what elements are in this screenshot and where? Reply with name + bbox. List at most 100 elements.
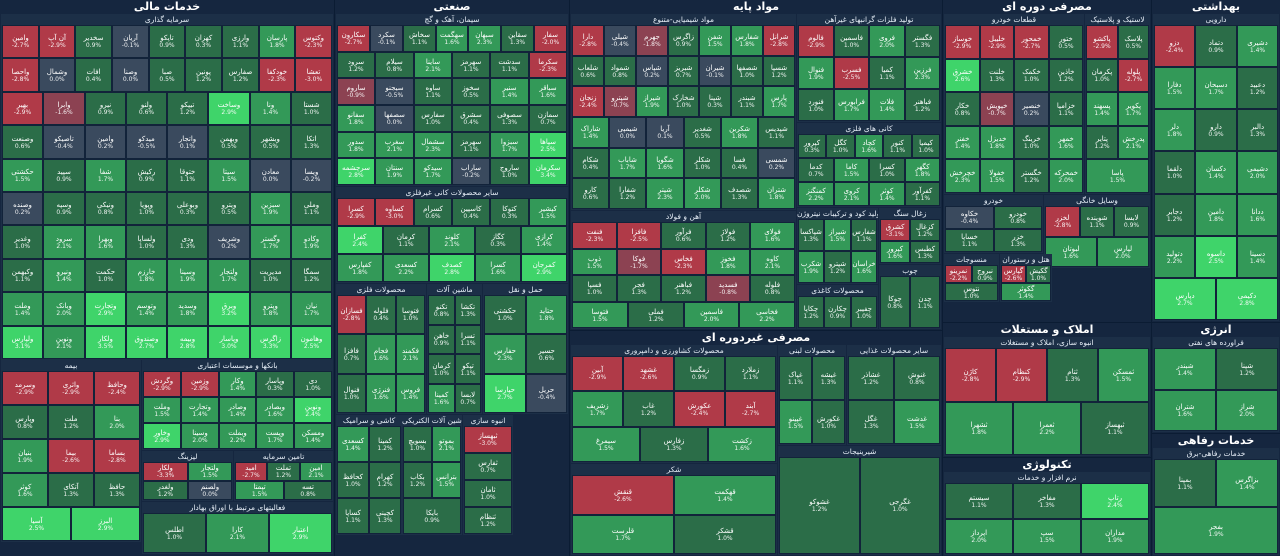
sector-title[interactable]: مصرفی غیردوره ای: [701, 331, 811, 344]
stock-tile[interactable]: ونا 1.4%: [250, 92, 291, 125]
sector-title[interactable]: انرژی: [1200, 323, 1232, 336]
stock-tile[interactable]: غگرجی 1.0%: [860, 457, 940, 554]
stock-tile[interactable]: سرود 2.1%: [43, 225, 85, 259]
stock-tile[interactable]: وصنعت 0.6%: [2, 125, 43, 159]
stock-tile[interactable]: کپرور 1.6%: [880, 241, 910, 263]
stock-tile[interactable]: شخارک 1.0%: [668, 86, 699, 117]
stock-tile[interactable]: سنیر 1.4%: [490, 78, 529, 105]
stock-tile[interactable]: فرآور 0.6%: [661, 222, 706, 249]
industry-group-title[interactable]: مواد شیمیایی-متنوع: [652, 15, 715, 24]
industry-group-title[interactable]: ماشین آلات: [436, 285, 473, 294]
stock-tile[interactable]: خنصیر 0.2%: [1014, 92, 1049, 126]
stock-tile[interactable]: معادن 0.0%: [250, 159, 291, 192]
stock-tile[interactable]: فلوله 0.4%: [366, 295, 396, 334]
stock-tile[interactable]: اپرداز 2.0%: [945, 519, 1013, 554]
stock-tile[interactable]: خودرو 0.8%: [994, 206, 1042, 229]
industry-group-title[interactable]: فعالیتهای مرتبط با اوراق بهادار: [189, 503, 286, 512]
stock-tile[interactable]: سپ 1.5%: [1013, 519, 1081, 554]
stock-tile[interactable]: شمسی 0.2%: [758, 148, 795, 178]
industry-group-title[interactable]: لیزینگ: [177, 452, 198, 461]
stock-tile[interactable]: دالبر 1.3%: [1237, 109, 1278, 151]
stock-tile[interactable]: زاگرس 0.9%: [668, 25, 699, 56]
industry-group-title[interactable]: بیمه: [64, 361, 78, 370]
stock-tile[interactable]: بترانس 1.5%: [432, 462, 461, 498]
stock-tile[interactable]: شسپا 1.2%: [763, 56, 795, 86]
stock-tile[interactable]: وبوعلی 0.3%: [167, 192, 208, 225]
stock-tile[interactable]: تسه 0.8%: [284, 481, 332, 500]
stock-tile[interactable]: ثامان 1.0%: [464, 480, 512, 507]
stock-tile[interactable]: وسینا 1.9%: [167, 259, 208, 292]
stock-tile[interactable]: نیرو 0.9%: [85, 92, 126, 125]
industry-group-title[interactable]: دارویی: [1205, 15, 1227, 24]
stock-tile[interactable]: فاسمین 1.0%: [834, 25, 869, 57]
stock-tile[interactable]: سرود 1.2%: [337, 52, 375, 78]
stock-tile[interactable]: بنیان 1.9%: [2, 439, 48, 473]
stock-tile[interactable]: وشمال 0.0%: [39, 58, 75, 92]
stock-tile[interactable]: وبیمه 2.8%: [167, 326, 208, 359]
stock-tile[interactable]: رتاپ 2.4%: [1081, 483, 1149, 519]
stock-tile[interactable]: وبانک 2.0%: [43, 292, 85, 326]
stock-tile[interactable]: فخاس -2.3%: [661, 249, 706, 275]
stock-tile[interactable]: حکمت 1.0%: [85, 259, 126, 292]
stock-tile[interactable]: سغرب 2.1%: [375, 132, 414, 158]
stock-tile[interactable]: امید -2.7%: [235, 462, 267, 481]
stock-tile[interactable]: شغدیر 0.5%: [684, 117, 721, 148]
stock-tile[interactable]: ونیکی 0.8%: [85, 192, 126, 225]
industry-group-title[interactable]: چوب: [902, 266, 918, 275]
industry-group-title[interactable]: خودرو: [983, 196, 1004, 205]
stock-tile[interactable]: شاراک 1.4%: [572, 117, 609, 148]
stock-tile[interactable]: شکلر 1.0%: [684, 148, 721, 178]
stock-tile[interactable]: کارا 2.1%: [206, 513, 269, 553]
industry-group-title[interactable]: سایر محصولات کانی غیرفلزی: [405, 188, 499, 197]
stock-tile[interactable]: خشرق 2.6%: [945, 59, 980, 92]
stock-tile[interactable]: وکبهمن 1.1%: [2, 259, 43, 292]
stock-tile[interactable]: کوثر 1.6%: [2, 473, 48, 507]
stock-tile[interactable]: سهرمز 1.1%: [452, 52, 490, 78]
stock-tile[interactable]: فلات 1.4%: [869, 89, 905, 121]
industry-group-title[interactable]: شکر: [666, 465, 682, 474]
stock-tile[interactable]: کصدف 2.8%: [429, 254, 475, 282]
stock-tile[interactable]: کسعدی 2.2%: [383, 254, 429, 282]
stock-tile[interactable]: دلر 1.8%: [1154, 109, 1195, 151]
stock-tile[interactable]: رکیش 0.9%: [126, 159, 167, 192]
stock-tile[interactable]: سخوز 0.5%: [452, 78, 490, 105]
industry-group-title[interactable]: فراورده های نفتی: [1188, 338, 1244, 347]
stock-tile[interactable]: دارا -2.8%: [572, 25, 604, 56]
stock-tile[interactable]: کزغال 1.2%: [910, 219, 940, 241]
stock-tile[interactable]: سفار -2.0%: [534, 25, 567, 52]
stock-tile[interactable]: غپاک 1.1%: [779, 356, 812, 400]
stock-tile[interactable]: سشرق 0.4%: [452, 105, 490, 132]
stock-tile[interactable]: دتماد 0.9%: [1195, 25, 1237, 67]
stock-tile[interactable]: کلوند 2.1%: [429, 226, 475, 254]
stock-tile[interactable]: وسپه 0.9%: [43, 192, 85, 225]
stock-tile[interactable]: فنوال 1.0%: [337, 374, 366, 413]
stock-tile[interactable]: اطلس 1.0%: [143, 513, 206, 553]
stock-tile[interactable]: چفیبر 1.0%: [851, 296, 877, 328]
stock-tile[interactable]: سهرمز 1.1%: [452, 132, 490, 158]
stock-tile[interactable]: خمحور -2.7%: [1014, 25, 1049, 59]
stock-tile[interactable]: ددانا 1.6%: [1237, 194, 1278, 236]
stock-tile[interactable]: بسویچ 1.0%: [403, 426, 432, 462]
stock-tile[interactable]: تاپکو 0.9%: [149, 25, 185, 58]
stock-tile[interactable]: ویترو 0.5%: [208, 192, 250, 225]
stock-tile[interactable]: وامین -2.7%: [2, 25, 39, 58]
stock-tile[interactable]: ثشهرا 1.8%: [945, 402, 1013, 455]
sector-title[interactable]: خدمات مالی: [133, 0, 201, 13]
stock-tile[interactable]: سخدیر 0.9%: [75, 25, 112, 58]
stock-tile[interactable]: پتایر 1.2%: [1086, 126, 1118, 159]
stock-tile[interactable]: ثفارس 0.7%: [464, 453, 512, 480]
stock-tile[interactable]: کمینا 1.2%: [369, 426, 401, 462]
stock-tile[interactable]: کتوکا 0.3%: [490, 198, 529, 226]
stock-tile[interactable]: دارو 0.9%: [1195, 109, 1237, 151]
stock-tile[interactable]: وگستر 1.7%: [250, 225, 291, 259]
stock-tile[interactable]: وصادر 1.4%: [219, 397, 256, 423]
stock-tile[interactable]: ثنظام 1.2%: [464, 507, 512, 534]
stock-tile[interactable]: فگستر 1.3%: [905, 25, 940, 57]
stock-tile[interactable]: خپویش -0.7%: [980, 92, 1014, 126]
stock-tile[interactable]: تکشا 1.3%: [455, 295, 481, 325]
stock-tile[interactable]: کیمیا 1.0%: [912, 134, 940, 158]
stock-tile[interactable]: کاما 1.5%: [834, 158, 869, 182]
stock-tile[interactable]: غیشه 1.3%: [812, 356, 845, 400]
stock-tile[interactable]: ولساپا 1.0%: [126, 225, 167, 259]
stock-tile[interactable]: فنرژی 1.6%: [366, 374, 396, 413]
